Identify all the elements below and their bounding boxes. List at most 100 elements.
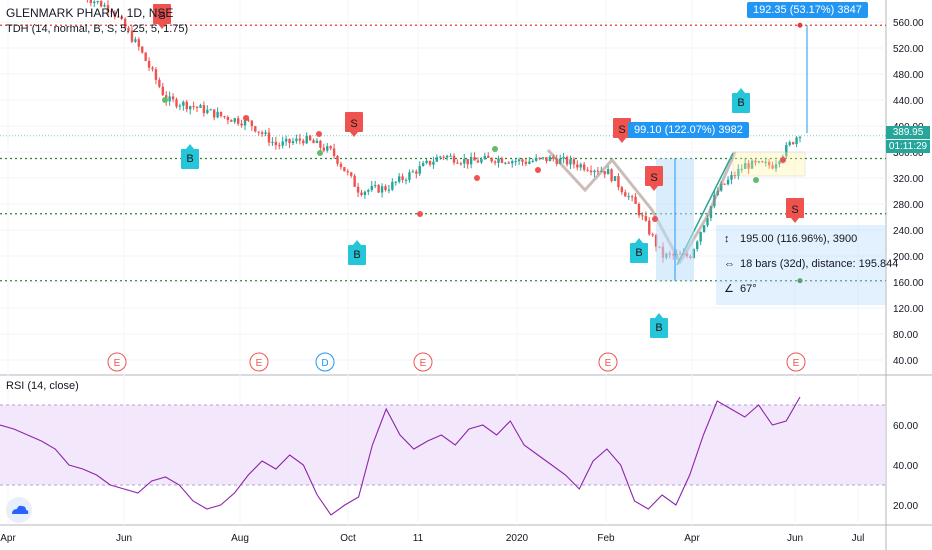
candle-body xyxy=(404,179,408,181)
candle-body xyxy=(223,116,226,118)
time-tick-label: Jun xyxy=(787,533,803,544)
buy-marker-tip xyxy=(737,88,745,93)
price-tick-label: 40.00 xyxy=(893,356,918,367)
price-tick-label: 280.00 xyxy=(893,200,924,211)
candle-body xyxy=(702,225,706,232)
rsi-band xyxy=(0,405,886,485)
candle-body xyxy=(620,187,624,193)
signal-dot xyxy=(162,97,168,103)
candle-body xyxy=(195,106,199,108)
candle-body xyxy=(240,123,243,126)
candle-body xyxy=(521,159,524,162)
tradingview-logo[interactable] xyxy=(6,497,32,523)
candle-body xyxy=(367,190,370,192)
candle-body xyxy=(785,145,788,157)
candle-body xyxy=(699,231,702,242)
candle-body xyxy=(617,176,620,188)
candle-body xyxy=(463,158,466,164)
rsi-tick-label: 20.00 xyxy=(893,501,918,512)
candle-body xyxy=(247,119,250,121)
earnings-marker xyxy=(107,352,127,372)
sell-marker-body xyxy=(153,4,171,24)
price-tick-label: 440.00 xyxy=(893,96,924,107)
candle-body xyxy=(254,126,257,132)
candle-body xyxy=(415,171,418,174)
candle-body xyxy=(428,160,432,165)
sell-marker-tip xyxy=(618,138,626,143)
sell-marker-tip xyxy=(158,24,166,29)
candle-body xyxy=(147,60,151,68)
candle-body xyxy=(750,160,754,169)
candle-body xyxy=(754,160,757,163)
candle-body xyxy=(339,163,343,168)
price-tick-label: 160.00 xyxy=(893,278,924,289)
indicator-label[interactable]: TDH (14, normal, B, S, 5, 25, 5, 1.75) xyxy=(6,23,189,35)
candle-body xyxy=(788,142,791,146)
buy-marker-body xyxy=(181,149,199,169)
candle-body xyxy=(572,159,576,165)
candle-body xyxy=(322,147,326,151)
candle-body xyxy=(445,155,449,158)
candle-body xyxy=(226,117,230,121)
time-tick-label: Apr xyxy=(684,533,700,544)
candle-body xyxy=(387,189,391,191)
candle-body xyxy=(397,176,401,182)
buy-signal-marker: B xyxy=(630,238,648,263)
candle-body xyxy=(250,120,254,127)
rsi-tick-label: 60.00 xyxy=(893,421,918,432)
candle-body xyxy=(743,163,747,169)
signal-dot xyxy=(317,150,323,156)
candle-body xyxy=(154,69,158,80)
candle-body xyxy=(319,140,322,148)
buy-marker-body xyxy=(348,245,366,265)
earnings-marker xyxy=(598,352,618,372)
earnings-marker xyxy=(413,352,433,372)
candle-body xyxy=(151,67,154,70)
signal-dot xyxy=(492,146,498,152)
candle-body xyxy=(610,169,613,182)
candle-body xyxy=(99,1,103,7)
candle-body xyxy=(504,162,507,164)
candle-body xyxy=(96,1,99,3)
buy-marker-tip xyxy=(186,144,194,149)
candle-body xyxy=(168,96,171,102)
candle-body xyxy=(411,171,415,173)
candle-body xyxy=(134,39,137,42)
candle-body xyxy=(778,161,781,165)
candle-body xyxy=(740,168,743,170)
candle-body xyxy=(236,118,240,124)
earnings-marker xyxy=(786,352,806,372)
price-tick-label: 80.00 xyxy=(893,330,918,341)
candle-body xyxy=(517,159,521,162)
sell-signal-marker: S xyxy=(153,4,171,29)
candle-body xyxy=(613,176,617,182)
candle-body xyxy=(373,185,377,187)
candle-body xyxy=(473,157,476,161)
candle-body xyxy=(606,169,610,175)
candle-body xyxy=(524,161,528,164)
sell-marker-label: S xyxy=(158,10,165,22)
angle-icon: ∠ xyxy=(724,283,734,295)
candle-body xyxy=(329,146,332,149)
time-tick-label: 2020 xyxy=(506,533,529,544)
candle-body xyxy=(206,109,209,114)
signal-dot xyxy=(417,211,423,217)
candle-body xyxy=(302,140,305,144)
sell-marker-body xyxy=(645,166,663,186)
candle-body xyxy=(264,132,267,134)
measure-info-box: ↕ 195.00 (116.96%), 3900 ⇔ 18 bars (32d), … xyxy=(716,225,898,305)
candle-body xyxy=(723,183,726,185)
time-tick-label: Feb xyxy=(597,533,615,544)
candle-body xyxy=(298,138,302,141)
candle-body xyxy=(391,181,394,190)
buy-marker-label: B xyxy=(635,247,642,259)
candle-body xyxy=(733,175,737,177)
candle-body xyxy=(469,157,473,165)
last-price-tag: 389.95 xyxy=(886,126,930,139)
rsi-title[interactable]: RSI (14, close) xyxy=(6,380,79,392)
candle-body xyxy=(641,215,644,217)
candle-body xyxy=(737,168,740,176)
candle-body xyxy=(757,161,761,163)
candle-body xyxy=(535,157,538,161)
candle-body xyxy=(648,220,651,235)
